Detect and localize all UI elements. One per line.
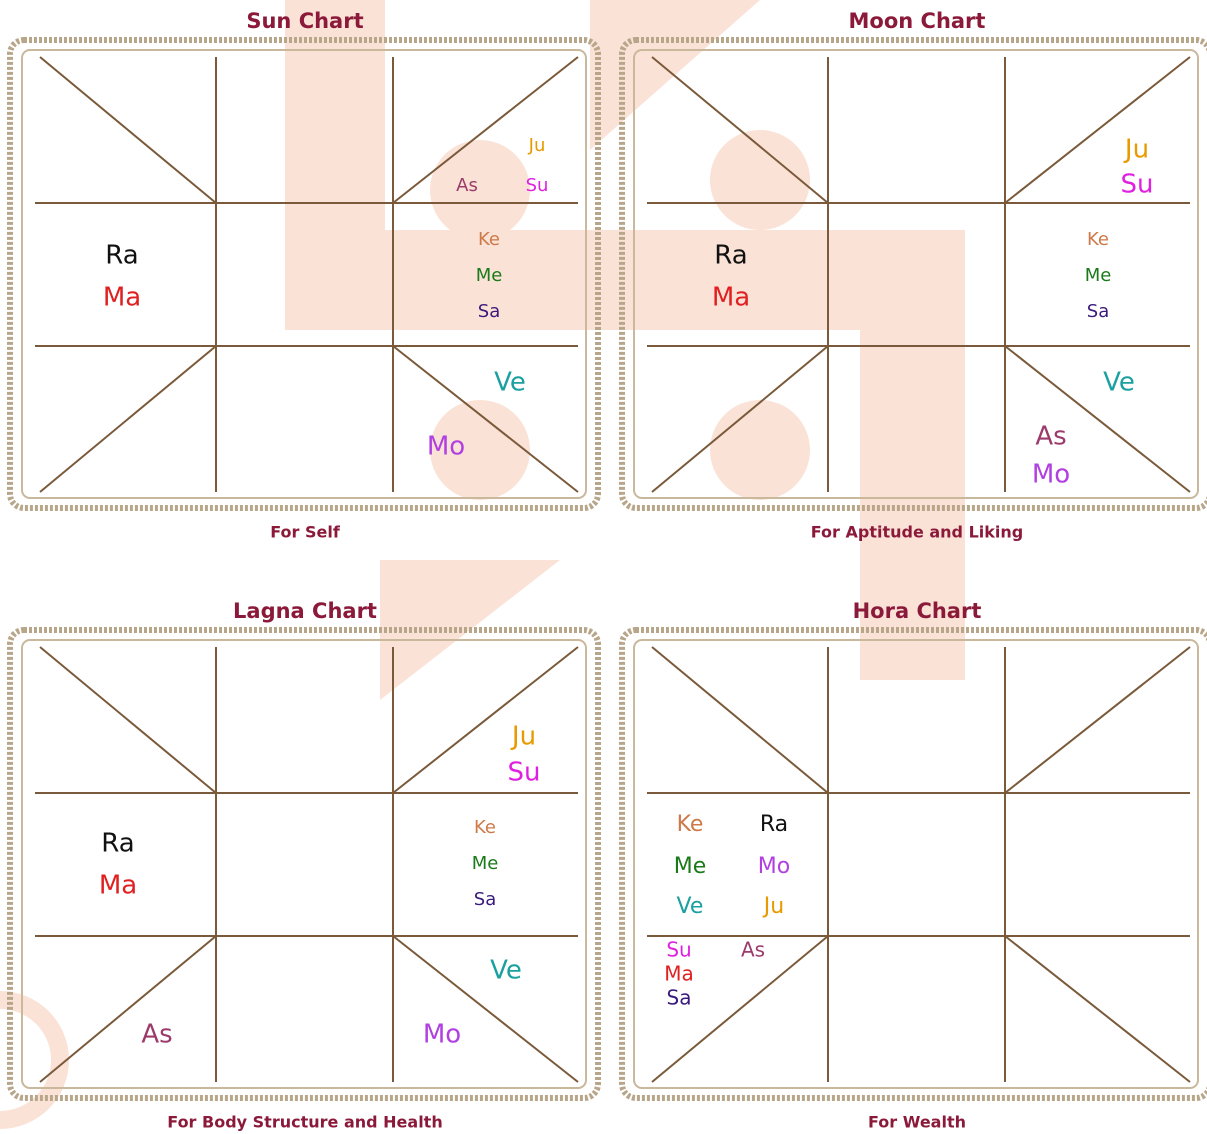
planet-label: Ra <box>714 241 747 271</box>
planet-label: Su <box>1121 170 1154 200</box>
planet-label: Ma <box>712 283 750 313</box>
planet-label: Ra <box>105 241 138 271</box>
watermark <box>0 0 965 1120</box>
planet-label: Ve <box>677 894 704 919</box>
planet-label: Ve <box>490 956 522 986</box>
planet-label: Ma <box>664 962 694 986</box>
planet-label: As <box>1035 422 1066 452</box>
planet-label: Sa <box>667 986 692 1010</box>
planet-label: Ma <box>103 283 141 313</box>
planet-label: Sa <box>1087 301 1109 322</box>
planet-label: Sa <box>474 889 496 910</box>
chart-subtitle: For Self <box>270 523 341 542</box>
planet-label: As <box>456 175 478 196</box>
chart: Lagna Chart Ju Su Ke Me Sa Ra Ma Ve As Mo For Body … <box>10 599 598 1132</box>
planet-label: Mo <box>758 854 790 879</box>
chart-subtitle: For Wealth <box>868 1113 966 1132</box>
planet-label: Mo <box>423 1020 461 1050</box>
planet-label: Ke <box>474 817 496 838</box>
planet-label: Me <box>674 854 707 879</box>
grid-line <box>1005 647 1190 793</box>
frame-outer <box>622 630 1207 1098</box>
planet-label: Su <box>508 758 541 788</box>
page: Sun Chart Ju As Su Ke Me Sa Ra Ma Ve Mo For Self Moo… <box>0 0 1207 1134</box>
planet-label: Mo <box>1032 460 1070 490</box>
planet-label: Sa <box>478 301 500 322</box>
grid-line <box>40 57 216 203</box>
planet-label: Su <box>526 175 549 196</box>
grid-line <box>40 346 216 492</box>
grid-line <box>40 936 216 1082</box>
planet-label: Ve <box>494 368 526 398</box>
grid-line <box>1005 57 1190 203</box>
planet-label: Ve <box>1103 368 1135 398</box>
planet-label: As <box>741 938 765 962</box>
grid-line <box>393 936 578 1082</box>
chart-title: Lagna Chart <box>233 599 377 623</box>
grid-line <box>393 647 578 793</box>
grid-line <box>40 647 216 793</box>
planet-label: Me <box>472 853 499 874</box>
planet-label: Mo <box>427 432 465 462</box>
planet-label: Ju <box>528 135 546 156</box>
chart-title: Moon Chart <box>849 9 986 33</box>
grid-line <box>1005 936 1190 1082</box>
planet-label: Ke <box>1087 229 1109 250</box>
planet-label: Ma <box>99 871 137 901</box>
chart-title: Sun Chart <box>246 9 363 33</box>
planet-label: Su <box>666 938 691 962</box>
charts-page: Sun Chart Ju As Su Ke Me Sa Ra Ma Ve Mo For Self Moo… <box>0 0 1207 1134</box>
planet-label: Ra <box>760 812 788 837</box>
planet-label: Me <box>476 265 503 286</box>
planet-label: Ke <box>478 229 500 250</box>
planet-label: Ra <box>101 829 134 859</box>
grid-line <box>652 647 828 793</box>
chart-subtitle: For Aptitude and Liking <box>811 523 1023 542</box>
planet-label: Ju <box>1123 135 1149 165</box>
planet-label: Ju <box>762 894 784 919</box>
planet-label: Me <box>1085 265 1112 286</box>
chart-subtitle: For Body Structure and Health <box>167 1113 442 1132</box>
planet-label: As <box>141 1020 172 1050</box>
planet-label: Ke <box>677 812 704 837</box>
planet-label: Ju <box>510 722 536 752</box>
chart-title: Hora Chart <box>853 599 982 623</box>
